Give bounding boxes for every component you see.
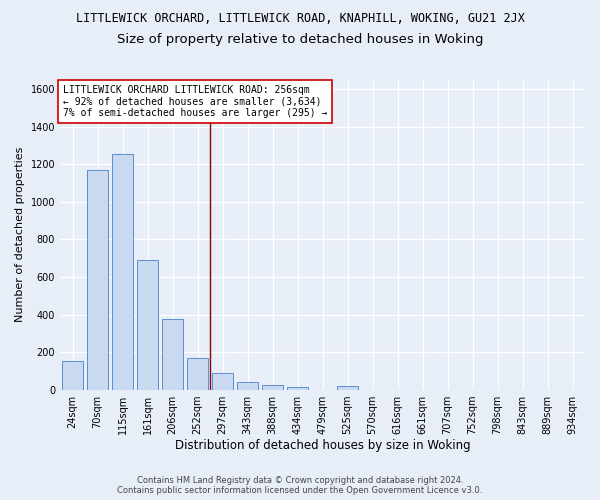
Text: Contains public sector information licensed under the Open Government Licence v3: Contains public sector information licen… — [118, 486, 482, 495]
Bar — [87, 170, 108, 390]
Bar — [62, 362, 83, 390]
Bar — [212, 372, 233, 390]
Y-axis label: Number of detached properties: Number of detached properties — [15, 147, 25, 322]
Bar — [262, 386, 283, 390]
Text: Size of property relative to detached houses in Woking: Size of property relative to detached ho… — [117, 32, 483, 46]
Text: Contains HM Land Registry data © Crown copyright and database right 2024.: Contains HM Land Registry data © Crown c… — [137, 476, 463, 485]
Bar — [337, 386, 358, 390]
Bar — [237, 382, 258, 390]
Text: LITTLEWICK ORCHARD, LITTLEWICK ROAD, KNAPHILL, WOKING, GU21 2JX: LITTLEWICK ORCHARD, LITTLEWICK ROAD, KNA… — [76, 12, 524, 26]
Bar — [162, 319, 183, 390]
Text: LITTLEWICK ORCHARD LITTLEWICK ROAD: 256sqm
← 92% of detached houses are smaller : LITTLEWICK ORCHARD LITTLEWICK ROAD: 256s… — [62, 84, 327, 118]
Bar — [137, 260, 158, 390]
Bar — [287, 387, 308, 390]
X-axis label: Distribution of detached houses by size in Woking: Distribution of detached houses by size … — [175, 440, 470, 452]
Bar — [112, 154, 133, 390]
Bar — [187, 358, 208, 390]
